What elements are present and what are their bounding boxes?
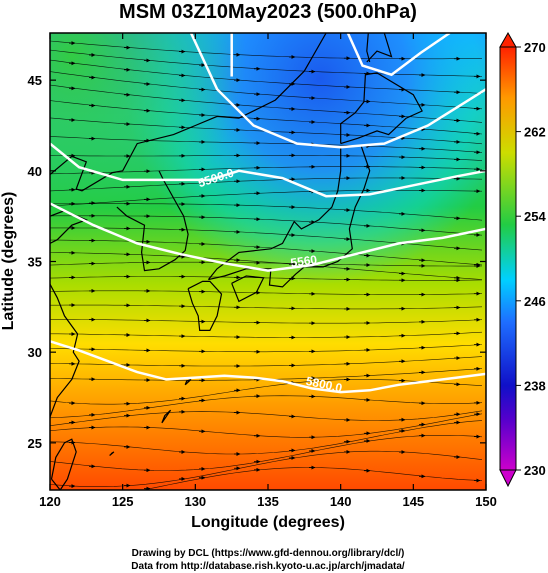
streamline [50, 40, 482, 60]
coastline [231, 275, 265, 303]
height-contour [189, 33, 486, 149]
height-contours [50, 33, 486, 394]
streamline [50, 177, 483, 192]
coastline [366, 33, 371, 63]
streamline [50, 155, 483, 161]
x-tick-label: 130 [184, 494, 206, 509]
streamline [50, 136, 483, 153]
y-axis-label: Latitude (degrees) [0, 192, 17, 331]
streamline [50, 319, 483, 324]
streamline [50, 59, 483, 94]
coastline [366, 33, 393, 63]
coastline [207, 144, 371, 288]
coastline [184, 378, 192, 386]
streamline [50, 331, 483, 338]
x-tick-label: 150 [475, 494, 497, 509]
colorbar-tick-label: 246 [524, 294, 546, 309]
green-northwest [50, 33, 486, 490]
colorbar-tick-label: 262 [524, 125, 546, 140]
colorbar-tick-label: 230 [524, 463, 546, 478]
x-axis-label: Longitude (degrees) [191, 514, 345, 531]
x-tick-label: 125 [112, 494, 134, 509]
streamline [50, 344, 483, 353]
height-contour [50, 142, 486, 198]
streamline [50, 379, 483, 405]
streamline [50, 276, 483, 281]
streamline [50, 290, 483, 295]
height-contour [50, 202, 486, 272]
coastline [340, 72, 423, 145]
streamline [50, 252, 483, 280]
x-tick-label: 135 [257, 494, 279, 509]
colorbar-tick-label: 238 [524, 378, 546, 393]
x-axis: 120 125 130 135 140 145 150 [39, 33, 497, 509]
colorbar-body [499, 46, 517, 471]
credit-line-2: Data from http://database.rish.kyoto-u.a… [131, 561, 405, 572]
coastlines [50, 33, 423, 490]
coastline [187, 280, 223, 331]
y-tick-label: 25 [28, 436, 42, 451]
x-tick-label: 120 [39, 494, 61, 509]
y-axis: 25 30 35 40 45 [28, 73, 486, 451]
streamline [50, 239, 483, 266]
streamline [50, 450, 483, 487]
coastline [50, 261, 80, 419]
streamline [50, 435, 483, 471]
colorbar-tick-label: 254 [524, 209, 546, 224]
colorbar-top-arrow [499, 31, 517, 48]
streamline [50, 356, 483, 367]
colorbar-bottom-arrow [499, 469, 517, 488]
x-tick-label: 145 [402, 494, 424, 509]
streamline [50, 203, 483, 221]
streamline [50, 215, 483, 236]
height-contour [346, 33, 451, 77]
streamline [50, 49, 483, 77]
coastline [50, 210, 88, 244]
y-tick-label: 35 [28, 255, 42, 270]
streamline [50, 413, 483, 438]
chart-title: MSM 03Z10May2023 (500.0hPa) [119, 1, 417, 23]
y-tick-label: 40 [28, 164, 42, 179]
streamline [50, 100, 483, 135]
wind-streamlines [50, 40, 483, 490]
x-tick-label: 140 [330, 494, 352, 509]
streamline [50, 395, 483, 419]
streamline [50, 410, 483, 426]
height-contour [50, 340, 486, 394]
streamline [141, 467, 483, 490]
streamline [50, 166, 483, 175]
streamline [50, 190, 483, 207]
streamline [50, 261, 483, 267]
coastline [109, 451, 115, 456]
streamline [50, 420, 483, 455]
coastline [161, 409, 172, 424]
contour-label: 5560 [290, 252, 319, 270]
credit-line-1: Drawing by DCL (https://www.gfd-dennou.o… [132, 548, 405, 559]
coastline [50, 33, 327, 192]
y-tick-label: 45 [28, 73, 42, 88]
colorbar-tick-label: 270 [524, 40, 546, 55]
streamline [50, 71, 483, 110]
streamline [50, 227, 483, 251]
coastline [116, 170, 189, 272]
colorbar: 230 238 246 254 262 270 [499, 31, 546, 488]
y-tick-label: 30 [28, 345, 42, 360]
coastline [50, 438, 77, 490]
streamline [50, 304, 483, 310]
